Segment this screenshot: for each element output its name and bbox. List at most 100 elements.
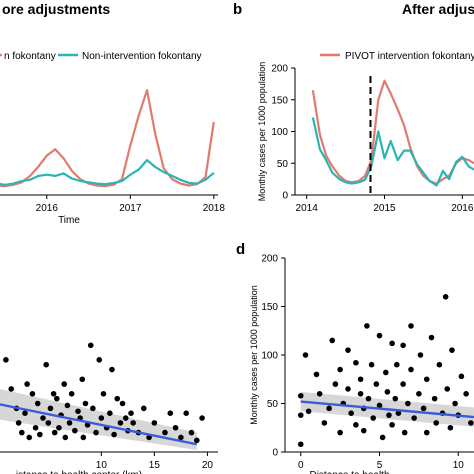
point-c-18: [54, 395, 60, 402]
x-tick-label-b-0: 2014: [296, 203, 319, 214]
y-tick-label-b-4: 200: [271, 64, 288, 75]
point-c-51: [140, 405, 147, 412]
y-axis-label-b: Monthly cases per 1000 population: [257, 62, 267, 202]
point-d-63: [463, 391, 469, 397]
x-tick-label-c-2: 20: [202, 460, 214, 471]
point-d-34: [389, 340, 395, 347]
point-c-49: [130, 420, 136, 426]
point-c-41: [109, 366, 115, 373]
legend-b-label-1: PIVOT intervention fokontany: [345, 51, 474, 62]
point-d-25: [368, 361, 375, 368]
point-d-22: [360, 427, 367, 434]
x-tick-label-d-2: 10: [453, 460, 465, 471]
point-c-46: [122, 415, 129, 421]
series-line-a-0: [0, 89, 215, 188]
point-d-18: [353, 422, 359, 428]
point-c-13: [43, 361, 50, 368]
point-d-11: [337, 366, 343, 373]
point-c-36: [96, 357, 103, 363]
point-d-64: [468, 420, 474, 426]
y-axis-label-d: Monthly cases per 1000 population: [249, 285, 259, 425]
point-d-31: [383, 369, 389, 376]
point-d-50: [423, 376, 430, 383]
point-d-52: [431, 395, 438, 402]
legend-a: n fokontany Non-intervention fokontany: [0, 51, 202, 62]
point-d-6: [316, 391, 323, 397]
point-d-37: [394, 361, 400, 368]
point-d-56: [442, 294, 449, 300]
point-d-30: [379, 434, 386, 441]
point-d-46: [416, 391, 422, 397]
point-d-54: [436, 361, 443, 368]
point-d-0: [297, 392, 304, 399]
x-tick-label-d-1: 5: [377, 460, 383, 471]
point-c-48: [128, 410, 134, 417]
point-c-24: [66, 420, 73, 426]
point-d-7: [321, 420, 328, 426]
y-tick-label-b-2: 100: [271, 127, 288, 138]
point-c-6: [24, 381, 30, 387]
point-c-15: [47, 405, 54, 412]
point-d-19: [357, 391, 364, 397]
point-d-23: [364, 323, 370, 329]
point-d-48: [420, 405, 427, 412]
y-tick-label-d-2: 100: [261, 351, 278, 362]
point-c-11: [37, 431, 43, 438]
panel-b-letter: b: [233, 1, 242, 18]
chart-c: 10 15 20 istance to health center (km): [0, 342, 218, 474]
point-d-33: [386, 412, 392, 418]
chart-a: 2016 2017 2018 Time: [0, 89, 225, 226]
y-tick-label-b-3: 150: [271, 95, 288, 106]
point-d-32: [384, 389, 391, 395]
x-tick-label-b-2: 2016: [451, 203, 474, 214]
point-d-8: [326, 405, 332, 412]
point-d-45: [411, 415, 417, 421]
point-d-12: [337, 429, 343, 436]
trend-line-c: [0, 403, 198, 446]
y-tick-label-d-4: 200: [261, 254, 278, 265]
point-d-40: [400, 381, 406, 387]
point-c-44: [117, 420, 124, 426]
point-c-58: [183, 410, 189, 417]
point-d-38: [395, 410, 402, 417]
point-d-29: [376, 402, 383, 409]
series-line-b-0: [311, 79, 474, 185]
y-tick-label-d-0: 0: [272, 448, 278, 459]
point-c-21: [61, 381, 68, 387]
point-c-29: [79, 376, 86, 383]
x-tick-label-c-0: 10: [96, 460, 108, 471]
point-d-3: [302, 352, 309, 358]
point-c-22: [62, 434, 69, 441]
point-c-0: [3, 357, 9, 363]
x-tick-label-a-0: 2016: [36, 203, 59, 214]
y-tick-label-d-3: 150: [261, 302, 278, 313]
point-d-41: [401, 429, 408, 436]
point-c-55: [167, 410, 174, 417]
point-d-42: [405, 400, 411, 407]
x-tick-label-a-1: 2017: [119, 203, 142, 214]
point-c-54: [162, 429, 168, 436]
point-d-28: [376, 332, 383, 339]
point-d-20: [357, 376, 364, 383]
x-axis-label-c: istance to health center (km): [16, 470, 142, 474]
point-d-26: [370, 415, 377, 421]
point-c-31: [82, 400, 89, 407]
x-tick-label-b-1: 2015: [373, 203, 396, 214]
point-d-47: [417, 352, 424, 358]
point-c-4: [19, 429, 25, 436]
point-d-17: [353, 359, 359, 366]
point-d-58: [447, 424, 454, 431]
x-tick-label-d-0: 0: [298, 460, 304, 471]
point-d-2: [297, 441, 304, 448]
x-axis-label-a: Time: [58, 215, 80, 226]
point-c-7: [26, 434, 33, 441]
point-c-17: [51, 429, 58, 436]
point-d-60: [452, 400, 458, 407]
point-d-5: [313, 371, 320, 378]
point-c-57: [178, 434, 184, 441]
point-d-62: [458, 373, 465, 380]
confidence-band-c: [0, 389, 197, 451]
trend-line-d: [300, 400, 474, 419]
point-c-10: [34, 400, 41, 407]
